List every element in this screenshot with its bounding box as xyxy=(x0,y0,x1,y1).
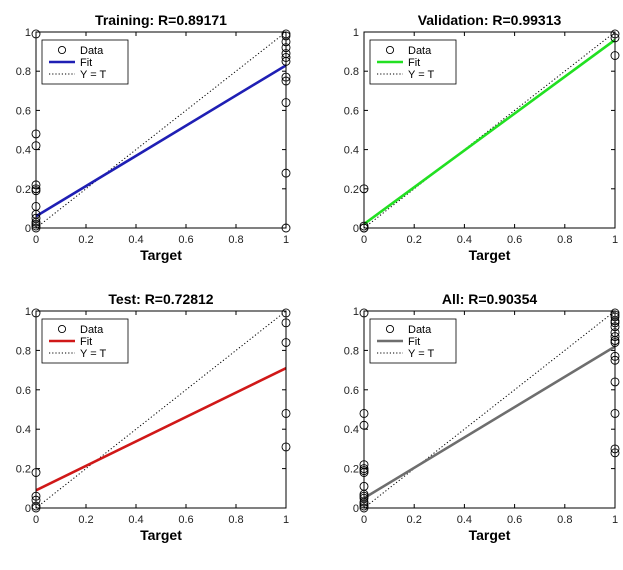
regression-panel: All: R=0.90354 0 0.2 0.4 0.6 0.8 1 0 0.2 0.4 0.6 0.… xyxy=(344,291,620,543)
y-tick-label: 0.6 xyxy=(16,385,31,397)
legend-label-data: Data xyxy=(80,45,104,57)
chart-title: All: R=0.90354 xyxy=(442,291,538,307)
x-tick-label: 0 xyxy=(361,234,367,246)
x-tick-label: 0.6 xyxy=(507,234,522,246)
x-tick-label: 0.8 xyxy=(228,234,243,246)
identity-line xyxy=(36,311,286,508)
x-axis-label: Target xyxy=(140,527,182,543)
x-axis-label: Target xyxy=(469,247,511,263)
y-tick-label: 0.6 xyxy=(344,105,359,117)
y-tick-label: 0.8 xyxy=(344,345,359,357)
axes-box xyxy=(363,310,616,509)
y-tick-label: 1 xyxy=(25,306,31,318)
y-tick-label: 0.2 xyxy=(16,464,31,476)
x-axis-label: Target xyxy=(469,527,511,543)
fit-line xyxy=(364,345,615,500)
y-tick-label: 0.2 xyxy=(344,464,359,476)
x-tick-label: 0.8 xyxy=(228,514,243,526)
chart-title: Training: R=0.89171 xyxy=(95,12,227,28)
legend-label-fit: Fit xyxy=(408,57,420,69)
x-tick-label: 1 xyxy=(612,234,618,246)
y-tick-label: 1 xyxy=(353,306,359,318)
y-tick-label: 0.4 xyxy=(16,424,31,436)
x-tick-label: 0 xyxy=(361,514,367,526)
legend-data-marker xyxy=(385,45,395,55)
axes-box xyxy=(363,31,616,229)
legend-label-fit: Fit xyxy=(80,336,92,348)
x-tick-label: 0.6 xyxy=(507,514,522,526)
y-tick-label: 0 xyxy=(353,223,359,235)
y-tick-label: 1 xyxy=(353,27,359,39)
y-tick-label: 0.6 xyxy=(344,385,359,397)
x-tick-label: 0.4 xyxy=(128,234,143,246)
legend-data-marker xyxy=(385,324,395,334)
x-tick-label: 0.4 xyxy=(457,234,472,246)
identity-line xyxy=(364,32,615,228)
legend-data-marker xyxy=(57,45,67,55)
y-tick-label: 1 xyxy=(25,27,31,39)
x-tick-label: 0.2 xyxy=(407,234,422,246)
y-tick-label: 0.8 xyxy=(344,66,359,78)
legend-label-yt: Y = T xyxy=(408,69,434,81)
legend-label-data: Data xyxy=(408,324,432,336)
y-tick-label: 0 xyxy=(25,223,31,235)
legend-label-yt: Y = T xyxy=(408,348,434,360)
y-tick-label: 0.2 xyxy=(16,184,31,196)
x-tick-label: 0.4 xyxy=(128,514,143,526)
chart-title: Test: R=0.72812 xyxy=(108,291,213,307)
x-tick-label: 0 xyxy=(33,234,39,246)
fit-line xyxy=(36,64,286,218)
x-tick-label: 1 xyxy=(612,514,618,526)
legend-label-data: Data xyxy=(80,324,104,336)
legend-label-fit: Fit xyxy=(408,336,420,348)
x-tick-label: 0.2 xyxy=(407,514,422,526)
y-tick-label: 0 xyxy=(353,503,359,515)
legend-data-marker xyxy=(57,324,67,334)
fit-line xyxy=(36,366,286,492)
x-tick-label: 0 xyxy=(33,514,39,526)
y-tick-label: 0.4 xyxy=(16,145,31,157)
regression-panel: Training: R=0.89171 0 0.2 0.4 0.6 0.8 1 0 0.2 0.4… xyxy=(16,12,291,263)
y-tick-label: 0.2 xyxy=(344,184,359,196)
x-tick-label: 0.6 xyxy=(178,514,193,526)
y-tick-label: 0.8 xyxy=(16,66,31,78)
x-tick-label: 0.6 xyxy=(178,234,193,246)
identity-line xyxy=(364,311,615,508)
legend-label-yt: Y = T xyxy=(80,69,106,81)
x-tick-label: 0.2 xyxy=(78,234,93,246)
x-tick-label: 0.2 xyxy=(78,514,93,526)
regression-panel: Validation: R=0.99313 0 0.2 0.4 0.6 0.8 1 0 0.2 0… xyxy=(344,12,620,263)
axes-box xyxy=(35,31,287,229)
legend-label-data: Data xyxy=(408,45,432,57)
x-tick-label: 0.4 xyxy=(457,514,472,526)
x-axis-label: Target xyxy=(140,247,182,263)
axes-box xyxy=(35,310,287,509)
x-tick-label: 1 xyxy=(283,234,289,246)
fit-line xyxy=(364,38,615,226)
x-tick-label: 1 xyxy=(283,514,289,526)
y-tick-label: 0 xyxy=(25,503,31,515)
y-tick-label: 0.8 xyxy=(16,345,31,357)
legend-label-fit: Fit xyxy=(80,57,92,69)
y-tick-label: 0.4 xyxy=(344,145,359,157)
y-tick-label: 0.6 xyxy=(16,105,31,117)
legend-label-yt: Y = T xyxy=(80,348,106,360)
chart-title: Validation: R=0.99313 xyxy=(418,12,562,28)
x-tick-label: 0.8 xyxy=(557,234,572,246)
y-tick-label: 0.4 xyxy=(344,424,359,436)
regression-panel: Test: R=0.72812 0 0.2 0.4 0.6 0.8 1 0 0.2 0.4 0.6 0… xyxy=(16,291,291,543)
x-tick-label: 0.8 xyxy=(557,514,572,526)
